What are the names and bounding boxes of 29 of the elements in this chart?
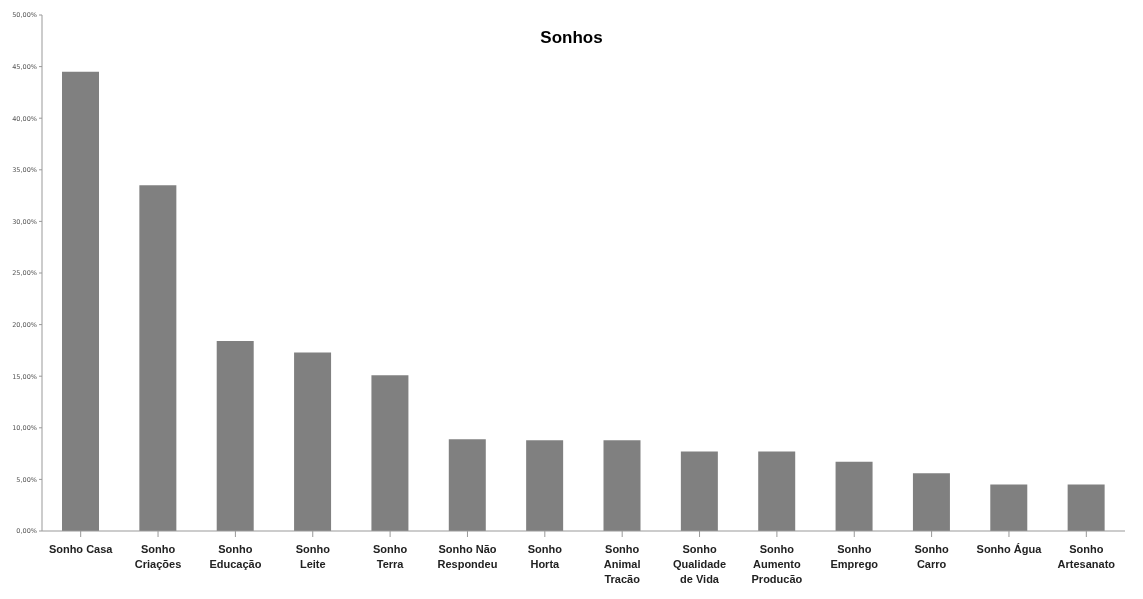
x-tick-label: Sonho Animal Tracão: [603, 543, 641, 585]
bar: [680, 451, 718, 531]
bar: [603, 440, 641, 531]
bar: [758, 451, 796, 531]
bar: [448, 439, 486, 531]
bar: [371, 375, 409, 531]
bar: [139, 185, 177, 531]
bar: [1067, 484, 1105, 531]
bar: [835, 461, 873, 531]
x-tick-label: Sonho Horta: [527, 543, 563, 570]
x-tick-label: Sonho Leite: [295, 543, 331, 570]
bar: [990, 484, 1028, 531]
bar: [294, 352, 332, 531]
x-tick-label: Sonho Casa: [48, 543, 114, 555]
x-tick-label: Sonho Água: [976, 543, 1043, 555]
x-tick-label: Sonho Aumento Producão: [751, 543, 803, 585]
x-tick-label: Sonho Artesanato: [1057, 543, 1116, 570]
bar: [912, 473, 950, 531]
x-tick-label: Sonho Não Respondeu: [437, 543, 498, 570]
bar: [526, 440, 564, 531]
x-tick-label: Sonho Emprego: [830, 543, 879, 570]
text: Sonhos: [539, 28, 604, 48]
bar: [62, 71, 99, 531]
x-tick-label: Sonho Terra: [373, 543, 408, 570]
x-tick-label: Sonho Criações: [134, 543, 182, 570]
x-tick-label: Sonho Carro: [914, 543, 949, 570]
x-tick-label: Sonho Qualidade de Vida: [672, 543, 727, 585]
bar: [216, 341, 254, 531]
x-tick-label: Sonho Educação: [209, 543, 262, 570]
